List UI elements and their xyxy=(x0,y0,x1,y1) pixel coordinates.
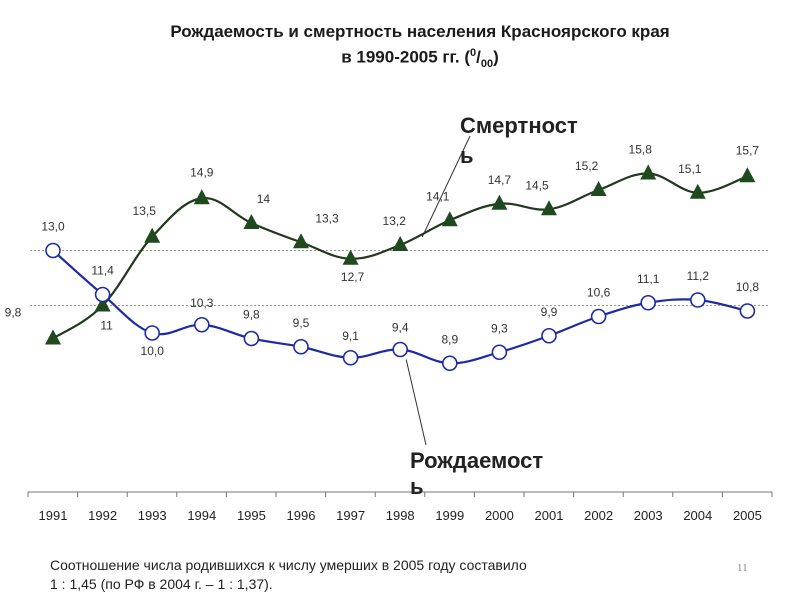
footer-note-line2: 1 : 1,45 (по РФ в 2004 г. – 1 : 1,37). xyxy=(50,576,273,592)
birth-data-label: 11,2 xyxy=(687,269,710,283)
mortality-data-label: 11 xyxy=(100,319,113,333)
mortality-series-label: Смертност xyxy=(460,113,578,138)
mortality-point xyxy=(590,181,607,196)
birth-point xyxy=(243,330,260,347)
birth-data-label: 10,3 xyxy=(190,296,214,310)
mortality-data-label: 14 xyxy=(257,192,271,206)
birth-point xyxy=(590,308,607,325)
title-line2-text: в 1990-2005 гг. ( xyxy=(341,47,470,67)
birth-series-label-wrap: ь xyxy=(410,474,424,499)
title-close-paren: ) xyxy=(493,47,499,67)
mortality-data-label: 14,1 xyxy=(426,189,450,203)
x-tick-label: 1997 xyxy=(336,508,365,523)
mortality-point xyxy=(491,194,508,210)
birth-point xyxy=(541,327,557,344)
mortality-data-label: 15,1 xyxy=(678,162,702,176)
mortality-data-label: 13,3 xyxy=(315,211,339,225)
birth-point xyxy=(491,344,508,361)
mortality-series-label-wrap: ь xyxy=(460,143,474,168)
birth-data-label: 10,0 xyxy=(141,344,165,358)
mortality-point xyxy=(45,329,61,345)
birth-point xyxy=(45,242,61,259)
birth-point xyxy=(144,325,160,341)
x-tick-label: 1994 xyxy=(187,508,216,523)
mortality-data-label: 13,5 xyxy=(133,204,157,218)
mortality-point xyxy=(392,236,409,251)
mortality-point xyxy=(94,296,111,312)
mortality-point xyxy=(739,167,756,183)
birth-data-label: 9,5 xyxy=(293,316,310,330)
birth-data-label: 10,6 xyxy=(587,286,611,300)
mortality-point xyxy=(342,249,359,265)
birth-data-label: 10,8 xyxy=(736,280,760,294)
x-tick-label: 1995 xyxy=(237,508,266,523)
title-subscript: 00 xyxy=(480,58,494,71)
mortality-point xyxy=(293,233,309,249)
mortality-data-label: 9,8 xyxy=(5,306,22,320)
mortality-line xyxy=(52,172,748,340)
x-tick-label: 2005 xyxy=(733,508,762,523)
birth-data-label: 13,0 xyxy=(41,220,65,234)
birth-callout-leader xyxy=(405,359,427,446)
birth-data-label: 11,1 xyxy=(637,272,660,286)
chart-title-line1: Рождаемость и смертность населения Красн… xyxy=(170,22,670,41)
x-tick-label: 1998 xyxy=(386,508,415,523)
birth-point xyxy=(640,294,657,311)
birth-data-label: 11,4 xyxy=(91,264,114,278)
mortality-data-label: 15,2 xyxy=(575,159,599,173)
chart-title-line2: в 1990-2005 гг. (0/00) xyxy=(40,47,800,70)
x-axis: 1991 1992 1993 1994 1995 1996 1997 1998 1999 2000… xyxy=(27,491,773,523)
mortality-point xyxy=(144,227,161,243)
mortality-data-label: 15,8 xyxy=(629,143,653,157)
birth-series-label: Рождаемост xyxy=(410,448,543,473)
birth-data-label: 9,3 xyxy=(491,321,508,335)
mortality-data-label: 15,7 xyxy=(736,143,760,157)
birth-data-label: 8,9 xyxy=(441,332,458,346)
mortality-point xyxy=(689,183,706,199)
x-tick-label: 2002 xyxy=(584,508,613,523)
title-superscript: 0 xyxy=(469,47,477,59)
x-tick-label: 2001 xyxy=(535,508,564,523)
mortality-callout-leader xyxy=(421,135,471,238)
birth-point xyxy=(342,349,359,366)
birth-data-label: 9,9 xyxy=(541,305,558,319)
birth-point xyxy=(739,303,756,319)
footer-note-line1: Соотношение числа родившихся к числу уме… xyxy=(50,557,527,573)
page-number: 11 xyxy=(737,562,748,574)
x-tick-label: 1991 xyxy=(39,508,68,523)
birth-data-label: 9,4 xyxy=(392,321,409,335)
mortality-point xyxy=(441,211,458,227)
birth-point xyxy=(441,355,458,372)
mortality-point xyxy=(243,214,260,229)
mortality-point xyxy=(541,200,557,216)
birth-point xyxy=(293,338,309,355)
x-tick-label: 1996 xyxy=(287,508,316,523)
birth-point xyxy=(94,286,111,303)
mortality-data-label: 12,7 xyxy=(341,270,365,284)
x-tick-label: 1999 xyxy=(435,508,464,523)
birth-point xyxy=(689,292,706,308)
mortality-data-label: 14,5 xyxy=(525,178,549,192)
mortality-point xyxy=(193,189,210,205)
mortality-point xyxy=(640,164,657,180)
mortality-data-label: 14,9 xyxy=(190,165,214,179)
title-slash: / xyxy=(476,47,481,67)
series-birth: 13,0 11,4 10,0 10,3 9,8 9,5 9,1 9,4 8,9 9,3 9,9 10,… xyxy=(41,220,760,372)
x-tick-label: 1993 xyxy=(138,508,167,523)
series-mortality: 9,8 11 13,5 14,9 14 13,3 12,7 13,2 14,1 14,7 14,5 1… xyxy=(5,143,760,345)
birth-point xyxy=(392,341,409,358)
birth-point xyxy=(194,316,210,333)
birth-data-label: 9,8 xyxy=(243,308,260,322)
mortality-data-label: 13,2 xyxy=(383,214,407,228)
x-tick-label: 2004 xyxy=(683,508,712,523)
x-tick-label: 2003 xyxy=(634,508,663,523)
x-tick-label: 1992 xyxy=(88,508,117,523)
mortality-data-label: 14,7 xyxy=(488,173,512,187)
birth-data-label: 9,1 xyxy=(342,329,359,343)
x-tick-label: 2000 xyxy=(485,508,514,523)
